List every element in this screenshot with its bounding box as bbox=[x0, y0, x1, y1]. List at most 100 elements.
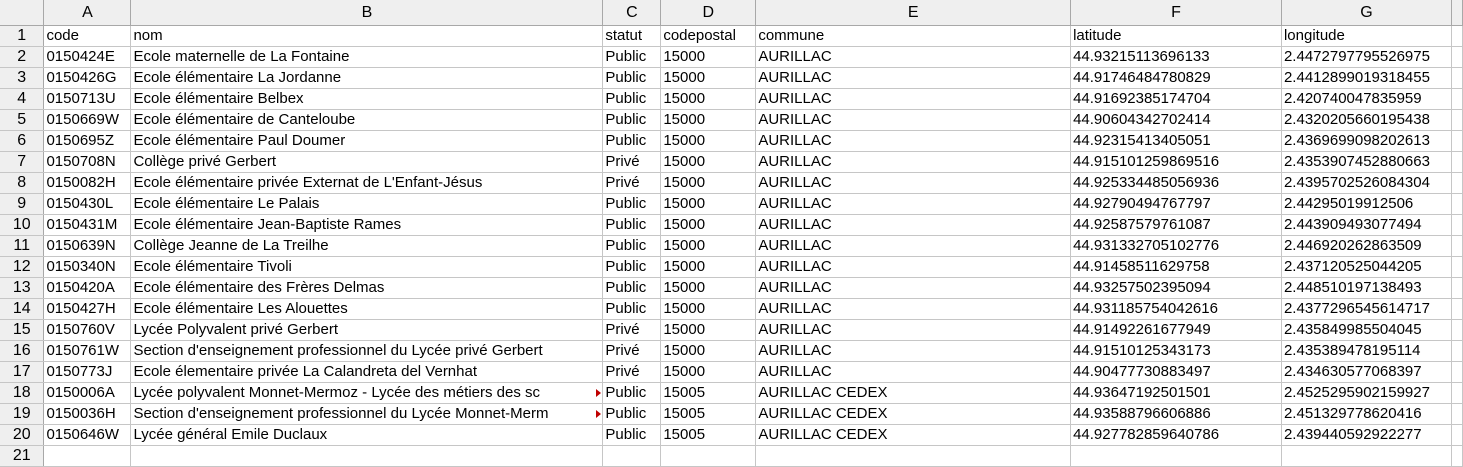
cell-a2[interactable]: 0150424E bbox=[43, 46, 132, 68]
cell-c12[interactable]: Public bbox=[602, 256, 662, 278]
cell-f3[interactable]: 44.91746484780829 bbox=[1070, 67, 1282, 89]
cell-d5[interactable]: 15000 bbox=[660, 109, 757, 131]
cell-d10[interactable]: 15000 bbox=[660, 214, 757, 236]
cell-h16[interactable] bbox=[1451, 340, 1463, 362]
row-header[interactable]: 21 bbox=[0, 445, 45, 467]
cell-h12[interactable] bbox=[1451, 256, 1463, 278]
cell-c7[interactable]: Privé bbox=[602, 151, 662, 173]
cell-b14[interactable]: Ecole élémentaire Les Alouettes bbox=[130, 298, 604, 320]
cell-h4[interactable] bbox=[1451, 88, 1463, 110]
cell-d7[interactable]: 15000 bbox=[660, 151, 757, 173]
cell-a18[interactable]: 0150006A bbox=[43, 382, 132, 404]
row-header[interactable]: 15 bbox=[0, 319, 45, 341]
cell-e3[interactable]: AURILLAC bbox=[755, 67, 1072, 89]
cell-a16[interactable]: 0150761W bbox=[43, 340, 132, 362]
cell-g5[interactable]: 2.4320205660195438 bbox=[1281, 109, 1452, 131]
cell-a4[interactable]: 0150713U bbox=[43, 88, 132, 110]
cell-h2[interactable] bbox=[1451, 46, 1463, 68]
cell-c8[interactable]: Privé bbox=[602, 172, 662, 194]
cell-e2[interactable]: AURILLAC bbox=[755, 46, 1072, 68]
cell-b15[interactable]: Lycée Polyvalent privé Gerbert bbox=[130, 319, 604, 341]
cell-a12[interactable]: 0150340N bbox=[43, 256, 132, 278]
row-header[interactable]: 9 bbox=[0, 193, 45, 215]
cell-f4[interactable]: 44.91692385174704 bbox=[1070, 88, 1282, 110]
cell-f2[interactable]: 44.93215113696133 bbox=[1070, 46, 1282, 68]
cell-h9[interactable] bbox=[1451, 193, 1463, 215]
cell-a15[interactable]: 0150760V bbox=[43, 319, 132, 341]
cell-h17[interactable] bbox=[1451, 361, 1463, 383]
cell-g6[interactable]: 2.4369699098202613 bbox=[1281, 130, 1452, 152]
cell-e4[interactable]: AURILLAC bbox=[755, 88, 1072, 110]
row-header[interactable]: 19 bbox=[0, 403, 45, 425]
cell-e20[interactable]: AURILLAC CEDEX bbox=[755, 424, 1072, 446]
cell-b5[interactable]: Ecole élémentaire de Canteloube bbox=[130, 109, 604, 131]
cell-g11[interactable]: 2.446920262863509 bbox=[1281, 235, 1452, 257]
cell-d8[interactable]: 15000 bbox=[660, 172, 757, 194]
cell-h1[interactable] bbox=[1451, 25, 1463, 47]
cell-f14[interactable]: 44.931185754042616 bbox=[1070, 298, 1282, 320]
column-header-h[interactable] bbox=[1451, 0, 1463, 26]
cell-f9[interactable]: 44.92790494767797 bbox=[1070, 193, 1282, 215]
cell-f12[interactable]: 44.91458511629758 bbox=[1070, 256, 1282, 278]
cell-h7[interactable] bbox=[1451, 151, 1463, 173]
cell-d20[interactable]: 15005 bbox=[660, 424, 757, 446]
cell-c5[interactable]: Public bbox=[602, 109, 662, 131]
cell-c14[interactable]: Public bbox=[602, 298, 662, 320]
cell-c1[interactable]: statut bbox=[602, 25, 662, 47]
cell-a8[interactable]: 0150082H bbox=[43, 172, 132, 194]
cell-e6[interactable]: AURILLAC bbox=[755, 130, 1072, 152]
cell-b6[interactable]: Ecole élémentaire Paul Doumer bbox=[130, 130, 604, 152]
cell-f5[interactable]: 44.90604342702414 bbox=[1070, 109, 1282, 131]
cell-e18[interactable]: AURILLAC CEDEX bbox=[755, 382, 1072, 404]
cell-a10[interactable]: 0150431M bbox=[43, 214, 132, 236]
cell-f19[interactable]: 44.93588796606886 bbox=[1070, 403, 1282, 425]
row-header[interactable]: 16 bbox=[0, 340, 45, 362]
cell-g15[interactable]: 2.435849985504045 bbox=[1281, 319, 1452, 341]
select-all-corner[interactable] bbox=[0, 0, 45, 26]
row-header[interactable]: 20 bbox=[0, 424, 45, 446]
cell-b3[interactable]: Ecole élémentaire La Jordanne bbox=[130, 67, 604, 89]
cell-f13[interactable]: 44.93257502395094 bbox=[1070, 277, 1282, 299]
cell-c6[interactable]: Public bbox=[602, 130, 662, 152]
cell-d15[interactable]: 15000 bbox=[660, 319, 757, 341]
cell-h13[interactable] bbox=[1451, 277, 1463, 299]
cell-g2[interactable]: 2.4472797795526975 bbox=[1281, 46, 1452, 68]
cell-g10[interactable]: 2.443909493077494 bbox=[1281, 214, 1452, 236]
row-header[interactable]: 17 bbox=[0, 361, 45, 383]
cell-c21[interactable] bbox=[602, 445, 662, 467]
column-header-g[interactable]: G bbox=[1281, 0, 1452, 26]
cell-g4[interactable]: 2.420740047835959 bbox=[1281, 88, 1452, 110]
cell-c10[interactable]: Public bbox=[602, 214, 662, 236]
cell-e21[interactable] bbox=[755, 445, 1072, 467]
cell-b9[interactable]: Ecole élémentaire Le Palais bbox=[130, 193, 604, 215]
cell-h5[interactable] bbox=[1451, 109, 1463, 131]
cell-e13[interactable]: AURILLAC bbox=[755, 277, 1072, 299]
cell-b17[interactable]: Ecole élementaire privée La Calandreta d… bbox=[130, 361, 604, 383]
cell-g1[interactable]: longitude bbox=[1281, 25, 1452, 47]
row-header[interactable]: 11 bbox=[0, 235, 45, 257]
cell-g19[interactable]: 2.451329778620416 bbox=[1281, 403, 1452, 425]
cell-e8[interactable]: AURILLAC bbox=[755, 172, 1072, 194]
cell-e11[interactable]: AURILLAC bbox=[755, 235, 1072, 257]
cell-b10[interactable]: Ecole élémentaire Jean-Baptiste Rames bbox=[130, 214, 604, 236]
row-header[interactable]: 13 bbox=[0, 277, 45, 299]
cell-d14[interactable]: 15000 bbox=[660, 298, 757, 320]
row-header[interactable]: 14 bbox=[0, 298, 45, 320]
cell-c16[interactable]: Privé bbox=[602, 340, 662, 362]
cell-d4[interactable]: 15000 bbox=[660, 88, 757, 110]
row-header[interactable]: 10 bbox=[0, 214, 45, 236]
cell-h3[interactable] bbox=[1451, 67, 1463, 89]
cell-d11[interactable]: 15000 bbox=[660, 235, 757, 257]
cell-e14[interactable]: AURILLAC bbox=[755, 298, 1072, 320]
cell-e12[interactable]: AURILLAC bbox=[755, 256, 1072, 278]
cell-d3[interactable]: 15000 bbox=[660, 67, 757, 89]
cell-g12[interactable]: 2.437120525044205 bbox=[1281, 256, 1452, 278]
cell-g9[interactable]: 2.44295019912506 bbox=[1281, 193, 1452, 215]
cell-c19[interactable]: Public bbox=[602, 403, 662, 425]
cell-a3[interactable]: 0150426G bbox=[43, 67, 132, 89]
cell-d18[interactable]: 15005 bbox=[660, 382, 757, 404]
cell-b8[interactable]: Ecole élémentaire privée Externat de L'E… bbox=[130, 172, 604, 194]
cell-d21[interactable] bbox=[660, 445, 757, 467]
cell-g14[interactable]: 2.4377296545614717 bbox=[1281, 298, 1452, 320]
cell-e16[interactable]: AURILLAC bbox=[755, 340, 1072, 362]
